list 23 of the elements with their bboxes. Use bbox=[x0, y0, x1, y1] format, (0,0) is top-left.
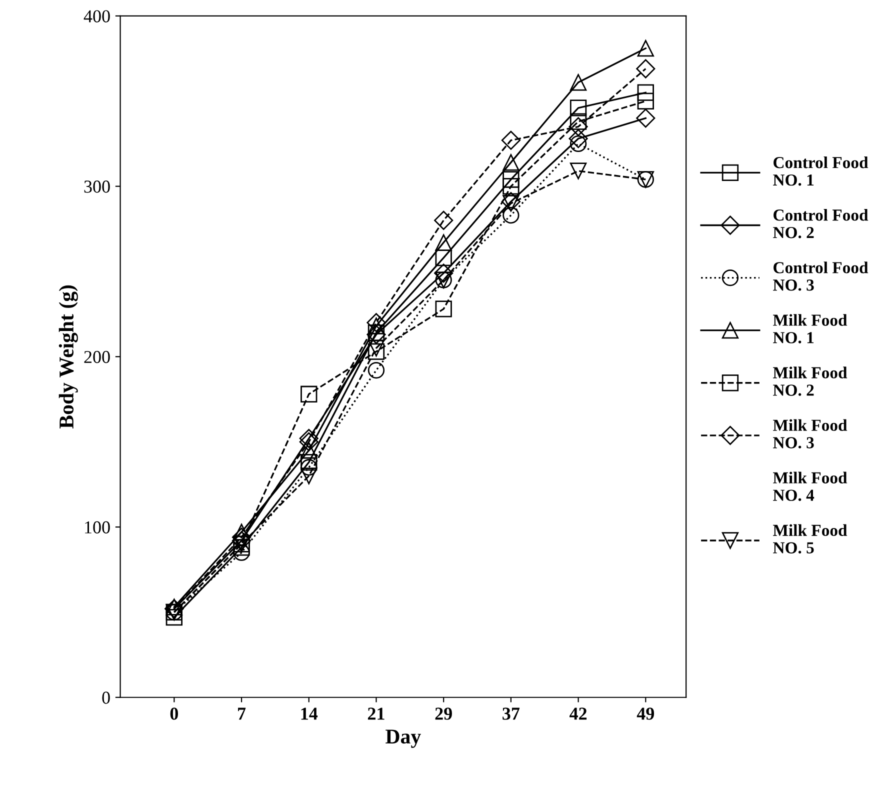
legend-label: Control Food NO. 3 bbox=[773, 262, 868, 291]
y-tick-label: 100 bbox=[85, 521, 110, 534]
x-tick-label: 29 bbox=[435, 708, 452, 720]
legend-label: Control Food NO. 2 bbox=[773, 209, 868, 238]
x-tick-label: 42 bbox=[570, 708, 587, 720]
legend-label: Control Food NO. 1 bbox=[773, 156, 868, 186]
y-tick-label: 400 bbox=[84, 10, 110, 22]
y-tick-label: 0 bbox=[102, 692, 110, 704]
legend-label: Milk Food NO. 3 bbox=[773, 419, 848, 448]
x-tick-label: 14 bbox=[301, 708, 318, 720]
x-tick-label: 0 bbox=[170, 708, 178, 720]
legend-label: Milk Food NO. 2 bbox=[773, 366, 848, 396]
legend-label: Milk Food NO. 5 bbox=[773, 524, 848, 554]
x-tick-label: 49 bbox=[636, 708, 654, 720]
x-axis-title: Day bbox=[386, 730, 421, 748]
y-axis-title: Body Weight (g) bbox=[58, 285, 78, 428]
x-tick-label: 7 bbox=[238, 708, 246, 720]
x-tick-label: 21 bbox=[368, 708, 384, 720]
y-tick-label: 300 bbox=[84, 180, 110, 193]
legend-label: Milk Food NO. 1 bbox=[773, 314, 848, 344]
y-tick-label: 200 bbox=[84, 350, 110, 364]
legend-label: Milk Food NO. 4 bbox=[773, 472, 848, 501]
x-tick-label: 37 bbox=[502, 708, 520, 720]
